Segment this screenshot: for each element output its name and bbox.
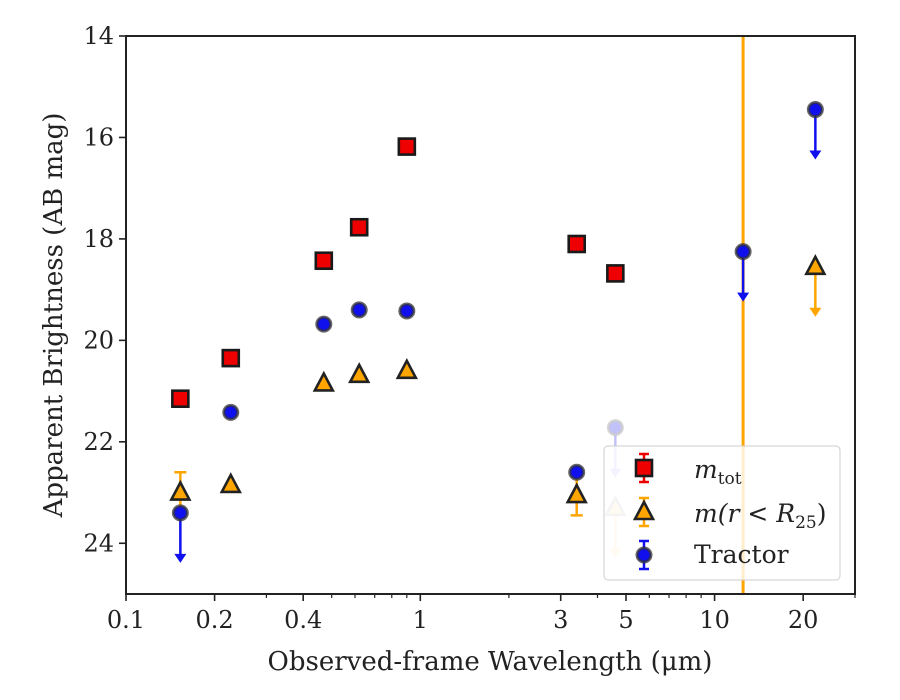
x-axis-label: Observed-frame Wavelength (μm) bbox=[268, 647, 713, 677]
legend-label-mr25: m(r < R25) bbox=[694, 499, 826, 533]
marker-triangle bbox=[169, 479, 192, 501]
marker-triangle bbox=[312, 370, 335, 392]
marker-square bbox=[314, 251, 334, 271]
data-point bbox=[397, 137, 417, 156]
marker-circle bbox=[315, 315, 333, 333]
marker-circle bbox=[734, 243, 752, 261]
legend-mr25-tail: ) bbox=[817, 499, 827, 528]
plot-frame bbox=[125, 35, 856, 595]
data-point bbox=[171, 389, 190, 409]
series-1 bbox=[171, 137, 625, 409]
upper-limit-arrowhead bbox=[737, 292, 750, 302]
y-tick-label: 24 bbox=[83, 529, 114, 557]
data-point bbox=[606, 264, 625, 283]
data-point bbox=[734, 243, 752, 302]
data-point bbox=[567, 234, 587, 254]
series-3 bbox=[171, 101, 824, 563]
legend-label-tractor: Tractor bbox=[694, 540, 789, 569]
marker-triangle bbox=[219, 472, 242, 494]
marker-circle bbox=[806, 101, 824, 119]
legend-marker-square bbox=[634, 458, 654, 478]
y-tick-label: 18 bbox=[83, 225, 114, 253]
marker-triangle bbox=[348, 362, 371, 384]
marker-square bbox=[606, 264, 625, 283]
marker-circle bbox=[568, 463, 586, 481]
data-point bbox=[312, 370, 335, 392]
plot-area bbox=[169, 36, 827, 594]
data-point bbox=[315, 315, 333, 333]
data-point bbox=[350, 301, 368, 319]
marker-circle bbox=[398, 302, 416, 320]
data-point bbox=[398, 302, 416, 320]
legend-mr25-main: m(r < R bbox=[694, 499, 795, 528]
legend-box bbox=[603, 445, 841, 581]
marker-circle bbox=[222, 403, 240, 421]
x-tick-label: 10 bbox=[699, 606, 730, 634]
legend-handle-1 bbox=[634, 452, 654, 484]
marker-circle bbox=[350, 301, 368, 319]
data-point bbox=[349, 217, 369, 237]
legend: mtot m(r < R25) Tractor bbox=[603, 445, 841, 581]
marker-square bbox=[397, 137, 417, 156]
marker-circle bbox=[606, 419, 624, 437]
legend-handle-3 bbox=[635, 539, 653, 571]
data-point bbox=[804, 254, 827, 317]
x-tick-label: 0.1 bbox=[107, 606, 145, 634]
upper-limit-arrowhead bbox=[809, 150, 822, 160]
upper-limit-arrowhead bbox=[809, 307, 822, 317]
marker-triangle bbox=[804, 254, 827, 276]
legend-handles bbox=[632, 452, 656, 571]
legend-mr25-sub: 25 bbox=[795, 513, 817, 533]
legend-marker-circle bbox=[635, 546, 653, 564]
y-tick-label: 14 bbox=[83, 22, 114, 50]
marker-square bbox=[171, 389, 190, 409]
marker-square bbox=[567, 234, 587, 254]
data-point bbox=[169, 471, 192, 515]
data-point bbox=[348, 362, 371, 384]
data-point bbox=[219, 472, 242, 494]
data-point bbox=[806, 101, 824, 160]
data-point bbox=[314, 251, 334, 271]
data-point bbox=[568, 463, 586, 481]
data-point bbox=[221, 348, 241, 368]
marker-triangle bbox=[395, 358, 418, 380]
x-tick-label: 0.4 bbox=[284, 606, 322, 634]
x-tick-label: 1 bbox=[413, 606, 428, 634]
marker-triangle bbox=[565, 482, 588, 504]
data-point bbox=[171, 504, 189, 563]
x-tick-label: 3 bbox=[553, 606, 568, 634]
x-tick-label: 5 bbox=[618, 606, 633, 634]
legend-label-mtot: mtot bbox=[694, 455, 742, 489]
marker-circle bbox=[171, 504, 189, 522]
y-tick-label: 16 bbox=[83, 123, 114, 151]
x-tick-label: 0.2 bbox=[196, 606, 234, 634]
y-tick-label: 22 bbox=[83, 428, 114, 456]
data-point bbox=[222, 403, 240, 421]
axis-ticks: 0.1 0.2 0.4 1 3 5 10 20 14 16 18 20 22 24 bbox=[83, 22, 856, 634]
legend-mtot-sub: tot bbox=[718, 469, 742, 489]
data-point bbox=[395, 358, 418, 380]
y-tick-label: 20 bbox=[83, 326, 114, 354]
x-tick-label: 20 bbox=[788, 606, 819, 634]
upper-limit-arrowhead bbox=[174, 553, 187, 563]
legend-marker-triangle bbox=[632, 499, 656, 521]
y-axis-label: Apparent Brightness (AB mag) bbox=[39, 113, 69, 519]
marker-square bbox=[349, 217, 369, 237]
legend-mtot-main: m bbox=[694, 455, 718, 484]
marker-square bbox=[221, 348, 241, 368]
legend-handle-2 bbox=[632, 496, 656, 528]
